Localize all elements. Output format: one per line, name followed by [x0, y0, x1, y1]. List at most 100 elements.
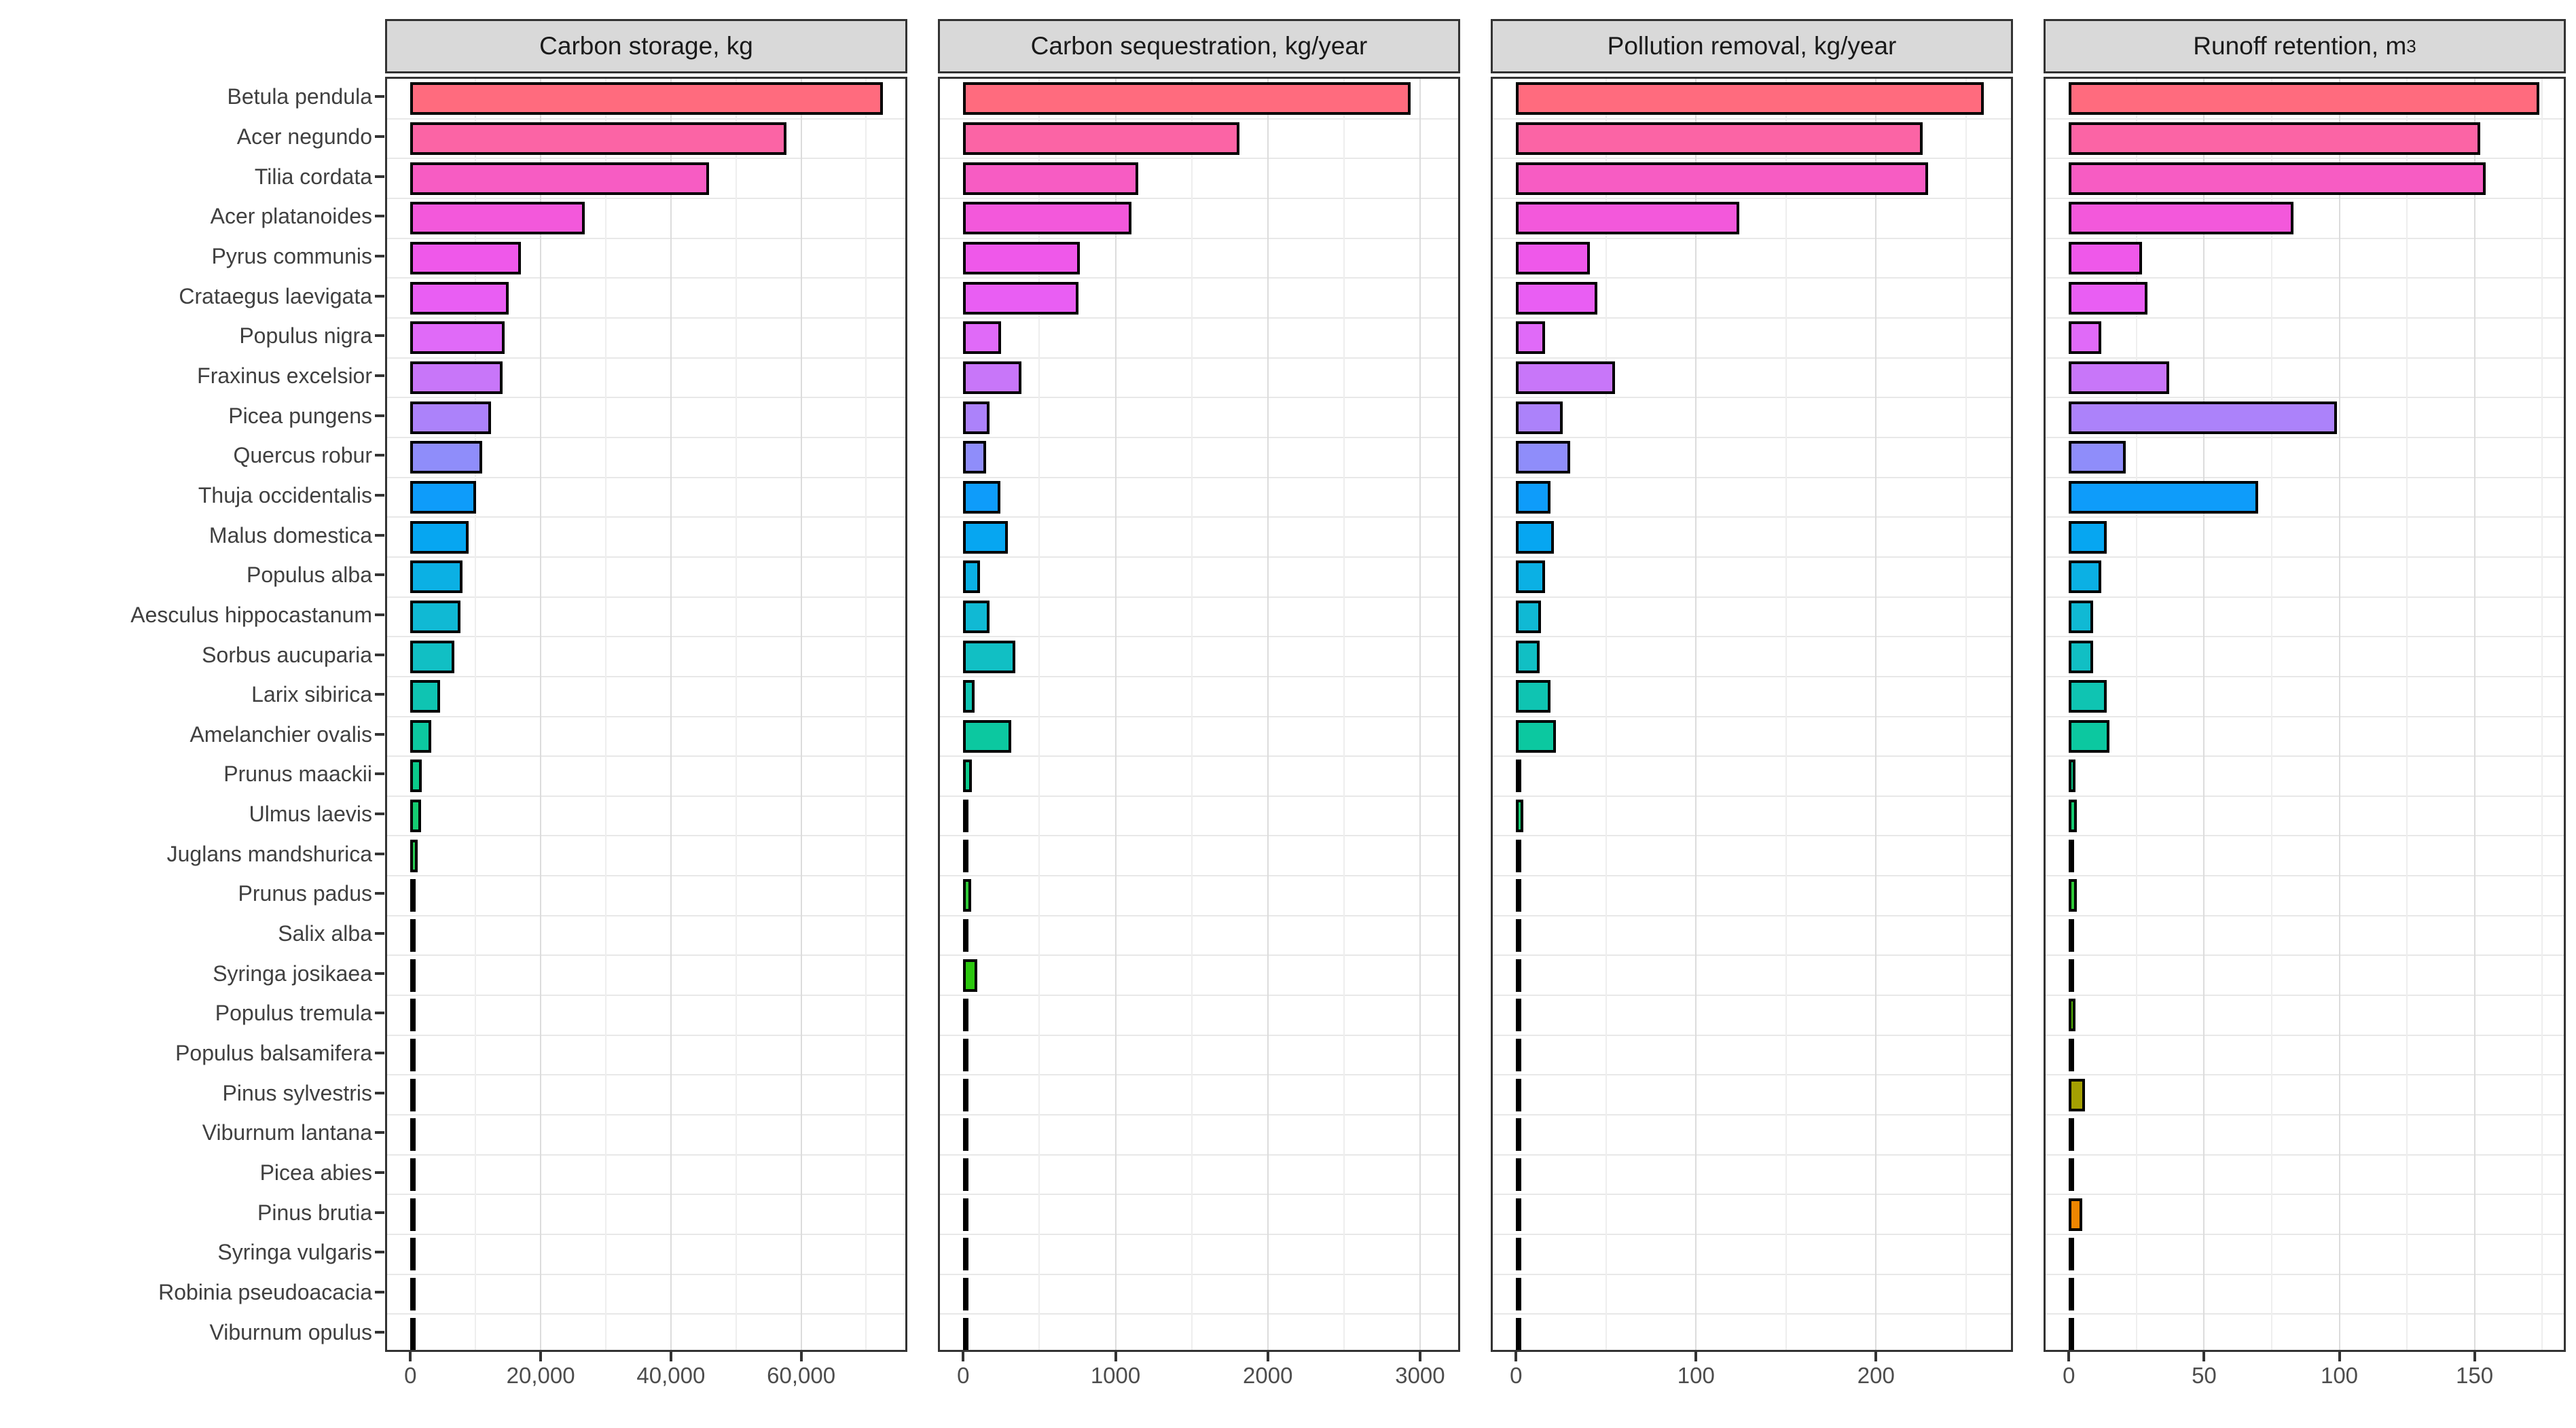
bar-malus-domestica [410, 520, 469, 554]
y-axis-species-label: Sorbus aucuparia [202, 642, 372, 667]
gridline-vertical-minor [2135, 79, 2137, 1350]
gridline-horizontal [940, 556, 1458, 558]
bar-ulmus-laevis [410, 800, 421, 833]
gridline-horizontal [1493, 675, 2011, 677]
bar-pinus-brutia [2069, 1198, 2083, 1231]
bar-robinia-pseudoacacia [410, 1278, 416, 1311]
bar-thuja-occidentalis [1516, 480, 1550, 514]
y-axis-species-label: Tilia cordata [254, 164, 372, 189]
bar-sorbus-aucuparia [963, 640, 1015, 673]
gridline-horizontal [1493, 875, 2011, 877]
gridline-horizontal [387, 1194, 905, 1196]
y-axis-tick-mark [375, 1052, 384, 1055]
y-axis-tick-mark [375, 215, 384, 218]
gridline-horizontal [1493, 1154, 2011, 1156]
bar-pinus-brutia [963, 1198, 969, 1231]
y-axis-tick-mark [375, 573, 384, 577]
gridline-horizontal [1493, 835, 2011, 837]
gridline-vertical-minor [1038, 79, 1040, 1350]
x-axis-tick-mark [1514, 1352, 1518, 1361]
bar-juglans-mandshurica [2069, 839, 2075, 872]
y-axis-species-label: Pyrus communis [211, 243, 373, 268]
gridline-horizontal [1493, 795, 2011, 797]
bar-syringa-josikaea [2069, 959, 2075, 992]
gridline-vertical-major [1114, 79, 1117, 1350]
bar-pinus-brutia [410, 1198, 416, 1231]
y-axis-species-label: Crataegus laevigata [179, 283, 372, 308]
bar-aesculus-hippocastanum [2069, 600, 2094, 633]
x-axis-tick-mark [962, 1352, 965, 1361]
bar-quercus-robur [2069, 441, 2126, 474]
gridline-vertical-minor [2541, 79, 2543, 1350]
gridline-horizontal [387, 1313, 905, 1315]
facet-strip-title: Runoff retention, m [2193, 32, 2407, 60]
gridline-horizontal [2046, 596, 2564, 598]
gridline-horizontal [2046, 317, 2564, 319]
bar-viburnum-lantana [2069, 1118, 2075, 1152]
bar-viburnum-lantana [410, 1118, 416, 1152]
gridline-horizontal [1493, 317, 2011, 319]
bar-thuja-occidentalis [963, 480, 1000, 514]
gridline-horizontal [2046, 436, 2564, 438]
gridline-horizontal [1493, 197, 2011, 199]
gridline-horizontal [2046, 516, 2564, 518]
bar-populus-nigra [963, 321, 1002, 355]
bar-populus-alba [2069, 560, 2102, 594]
bar-malus-domestica [963, 520, 1009, 554]
y-axis-tick-mark [375, 772, 384, 776]
bar-aesculus-hippocastanum [963, 600, 990, 633]
gridline-horizontal [387, 556, 905, 558]
bar-viburnum-opulus [2069, 1317, 2075, 1350]
bar-viburnum-opulus [410, 1317, 416, 1350]
bar-quercus-robur [410, 441, 482, 474]
bar-sorbus-aucuparia [1516, 640, 1540, 673]
bar-populus-nigra [2069, 321, 2102, 355]
gridline-horizontal [940, 237, 1458, 239]
gridline-vertical-minor [1965, 79, 1967, 1350]
bar-pinus-brutia [1516, 1198, 1522, 1231]
bar-acer-negundo [410, 122, 787, 155]
facet-strip-title: Pollution removal, kg/year [1607, 32, 1897, 60]
x-axis-tick-label: 0 [404, 1363, 417, 1388]
gridline-horizontal [2046, 1313, 2564, 1315]
y-axis-tick-mark [375, 932, 384, 935]
bar-quercus-robur [963, 441, 987, 474]
y-axis-tick-mark [375, 613, 384, 616]
bar-syringa-josikaea [1516, 959, 1522, 992]
bar-robinia-pseudoacacia [963, 1278, 969, 1311]
bar-fraxinus-excelsior [2069, 361, 2169, 394]
y-axis-species-label: Picea abies [259, 1160, 372, 1185]
gridline-horizontal [387, 516, 905, 518]
bar-juglans-mandshurica [1516, 839, 1522, 872]
gridline-horizontal [940, 596, 1458, 598]
gridline-horizontal [387, 1074, 905, 1076]
gridline-horizontal [1493, 397, 2011, 399]
gridline-horizontal [1493, 914, 2011, 916]
gridline-horizontal [1493, 636, 2011, 638]
gridline-horizontal [940, 1154, 1458, 1156]
bar-tilia-cordata [410, 162, 710, 195]
y-axis-tick-mark [375, 971, 384, 975]
gridline-horizontal [2046, 1234, 2564, 1236]
y-axis-tick-mark [375, 732, 384, 736]
bar-pinus-sylvestris [963, 1078, 969, 1111]
bar-fraxinus-excelsior [410, 361, 503, 394]
y-axis-tick-mark [375, 1251, 384, 1254]
y-axis-tick-mark [375, 693, 384, 696]
bar-salix-alba [410, 919, 416, 952]
bar-thuja-occidentalis [2069, 480, 2259, 514]
gridline-horizontal [1493, 1034, 2011, 1036]
y-axis-species-label: Amelanchier ovalis [189, 721, 372, 747]
facet-strip-title-superscript: 3 [2406, 35, 2416, 56]
x-axis-tick-label: 50 [2192, 1363, 2217, 1388]
y-axis-tick-mark [375, 334, 384, 338]
y-axis-species-label: Populus balsamifera [175, 1041, 372, 1066]
gridline-vertical-major [2338, 79, 2340, 1350]
gridline-vertical-minor [1785, 79, 1787, 1350]
gridline-horizontal [2046, 1074, 2564, 1076]
y-axis-species-label: Pinus sylvestris [222, 1080, 373, 1105]
bar-juglans-mandshurica [963, 839, 969, 872]
gridline-horizontal [1493, 436, 2011, 438]
bar-populus-nigra [1516, 321, 1545, 355]
